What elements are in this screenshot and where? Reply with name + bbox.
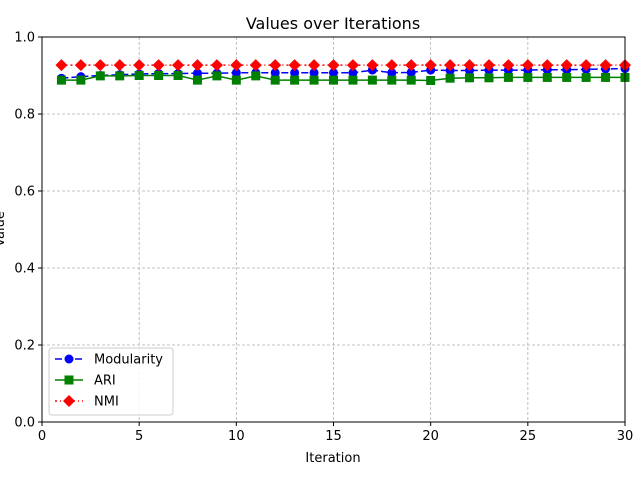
modularity-point: [290, 68, 300, 78]
y-tick-label: 0.4: [14, 262, 35, 277]
x-axis-label: Iteration: [305, 451, 360, 466]
ari-point: [387, 75, 397, 85]
y-tick-label: 0.8: [14, 108, 35, 123]
ari-point: [484, 73, 494, 83]
nmi-point: [191, 59, 204, 72]
legend-label-modularity: Modularity: [94, 353, 163, 368]
ari-point: [465, 73, 475, 83]
nmi-point: [210, 59, 223, 72]
nmi-point: [444, 59, 457, 72]
nmi-point: [308, 59, 321, 72]
modularity-point: [231, 68, 241, 78]
ari-point: [426, 76, 436, 86]
ari-point: [581, 72, 591, 82]
ari-line: [61, 74, 625, 82]
legend-marker-nmi: [63, 395, 75, 407]
ari-point: [406, 75, 416, 85]
y-tick-label: 0.0: [14, 416, 35, 431]
ari-point: [290, 75, 300, 85]
series-nmi: [55, 59, 631, 72]
nmi-point: [424, 59, 437, 72]
ari-point: [348, 75, 358, 85]
y-tick-label: 0.2: [14, 339, 35, 354]
nmi-point: [541, 59, 554, 72]
ari-point: [212, 71, 222, 81]
nmi-point: [405, 59, 418, 72]
y-axis-label: Value: [0, 211, 8, 247]
nmi-point: [385, 59, 398, 72]
nmi-point: [580, 59, 593, 72]
ari-point: [251, 71, 261, 81]
nmi-point: [327, 59, 340, 72]
x-tick-label: 30: [617, 429, 634, 444]
legend-label-nmi: NMI: [94, 395, 119, 410]
nmi-point: [521, 59, 534, 72]
ari-point: [601, 72, 611, 82]
nmi-point: [482, 59, 495, 72]
y-tick-label: 0.6: [14, 185, 35, 200]
ari-point: [445, 73, 455, 83]
x-tick-label: 0: [38, 429, 46, 444]
nmi-point: [94, 59, 107, 72]
ari-point: [134, 71, 144, 80]
modularity-point: [192, 68, 202, 78]
ari-point: [231, 75, 241, 85]
nmi-point: [346, 59, 359, 72]
chart-title: Values over Iterations: [246, 14, 420, 33]
ari-point: [542, 72, 552, 82]
x-tick-label: 15: [325, 429, 342, 444]
x-tick-label: 20: [422, 429, 439, 444]
legend-marker-ari: [64, 375, 74, 385]
ari-point: [95, 71, 105, 81]
x-tick-label: 5: [135, 429, 143, 444]
nmi-point: [502, 59, 515, 72]
nmi-point: [463, 59, 476, 72]
ari-point: [562, 72, 572, 82]
ari-point: [192, 75, 202, 85]
nmi-point: [152, 59, 165, 72]
nmi-point: [249, 59, 262, 72]
ari-point: [329, 75, 338, 85]
ari-point: [56, 75, 66, 85]
ari-point: [367, 75, 377, 85]
nmi-point: [599, 59, 612, 72]
legend: Modularity ARI NMI: [48, 347, 174, 416]
nmi-point: [230, 59, 243, 72]
nmi-point: [74, 59, 87, 72]
x-tick-label: 25: [520, 429, 537, 444]
nmi-point: [560, 59, 573, 72]
modularity-point: [387, 68, 397, 78]
ari-point: [76, 75, 86, 85]
nmi-point: [269, 59, 282, 72]
modularity-point: [348, 68, 358, 78]
modularity-point: [309, 68, 319, 78]
modularity-point: [329, 68, 338, 78]
nmi-point: [288, 59, 301, 72]
ari-point: [523, 72, 533, 82]
modularity-point: [270, 68, 280, 78]
nmi-point: [172, 59, 185, 72]
ari-point: [270, 75, 280, 85]
ari-point: [173, 71, 183, 80]
legend-label-ari: ARI: [94, 374, 116, 389]
ari-point: [503, 72, 513, 82]
x-tick-label: 10: [228, 429, 245, 444]
ari-point: [115, 71, 125, 81]
legend-box: [48, 347, 174, 416]
y-tick-label: 1.0: [14, 31, 35, 46]
modularity-point: [406, 67, 416, 77]
nmi-point: [133, 59, 146, 72]
legend-marker-modularity: [64, 354, 74, 364]
nmi-point: [55, 59, 68, 72]
ari-point: [309, 75, 319, 85]
ari-point: [154, 71, 164, 80]
nmi-point: [113, 59, 126, 72]
nmi-point: [366, 59, 379, 72]
